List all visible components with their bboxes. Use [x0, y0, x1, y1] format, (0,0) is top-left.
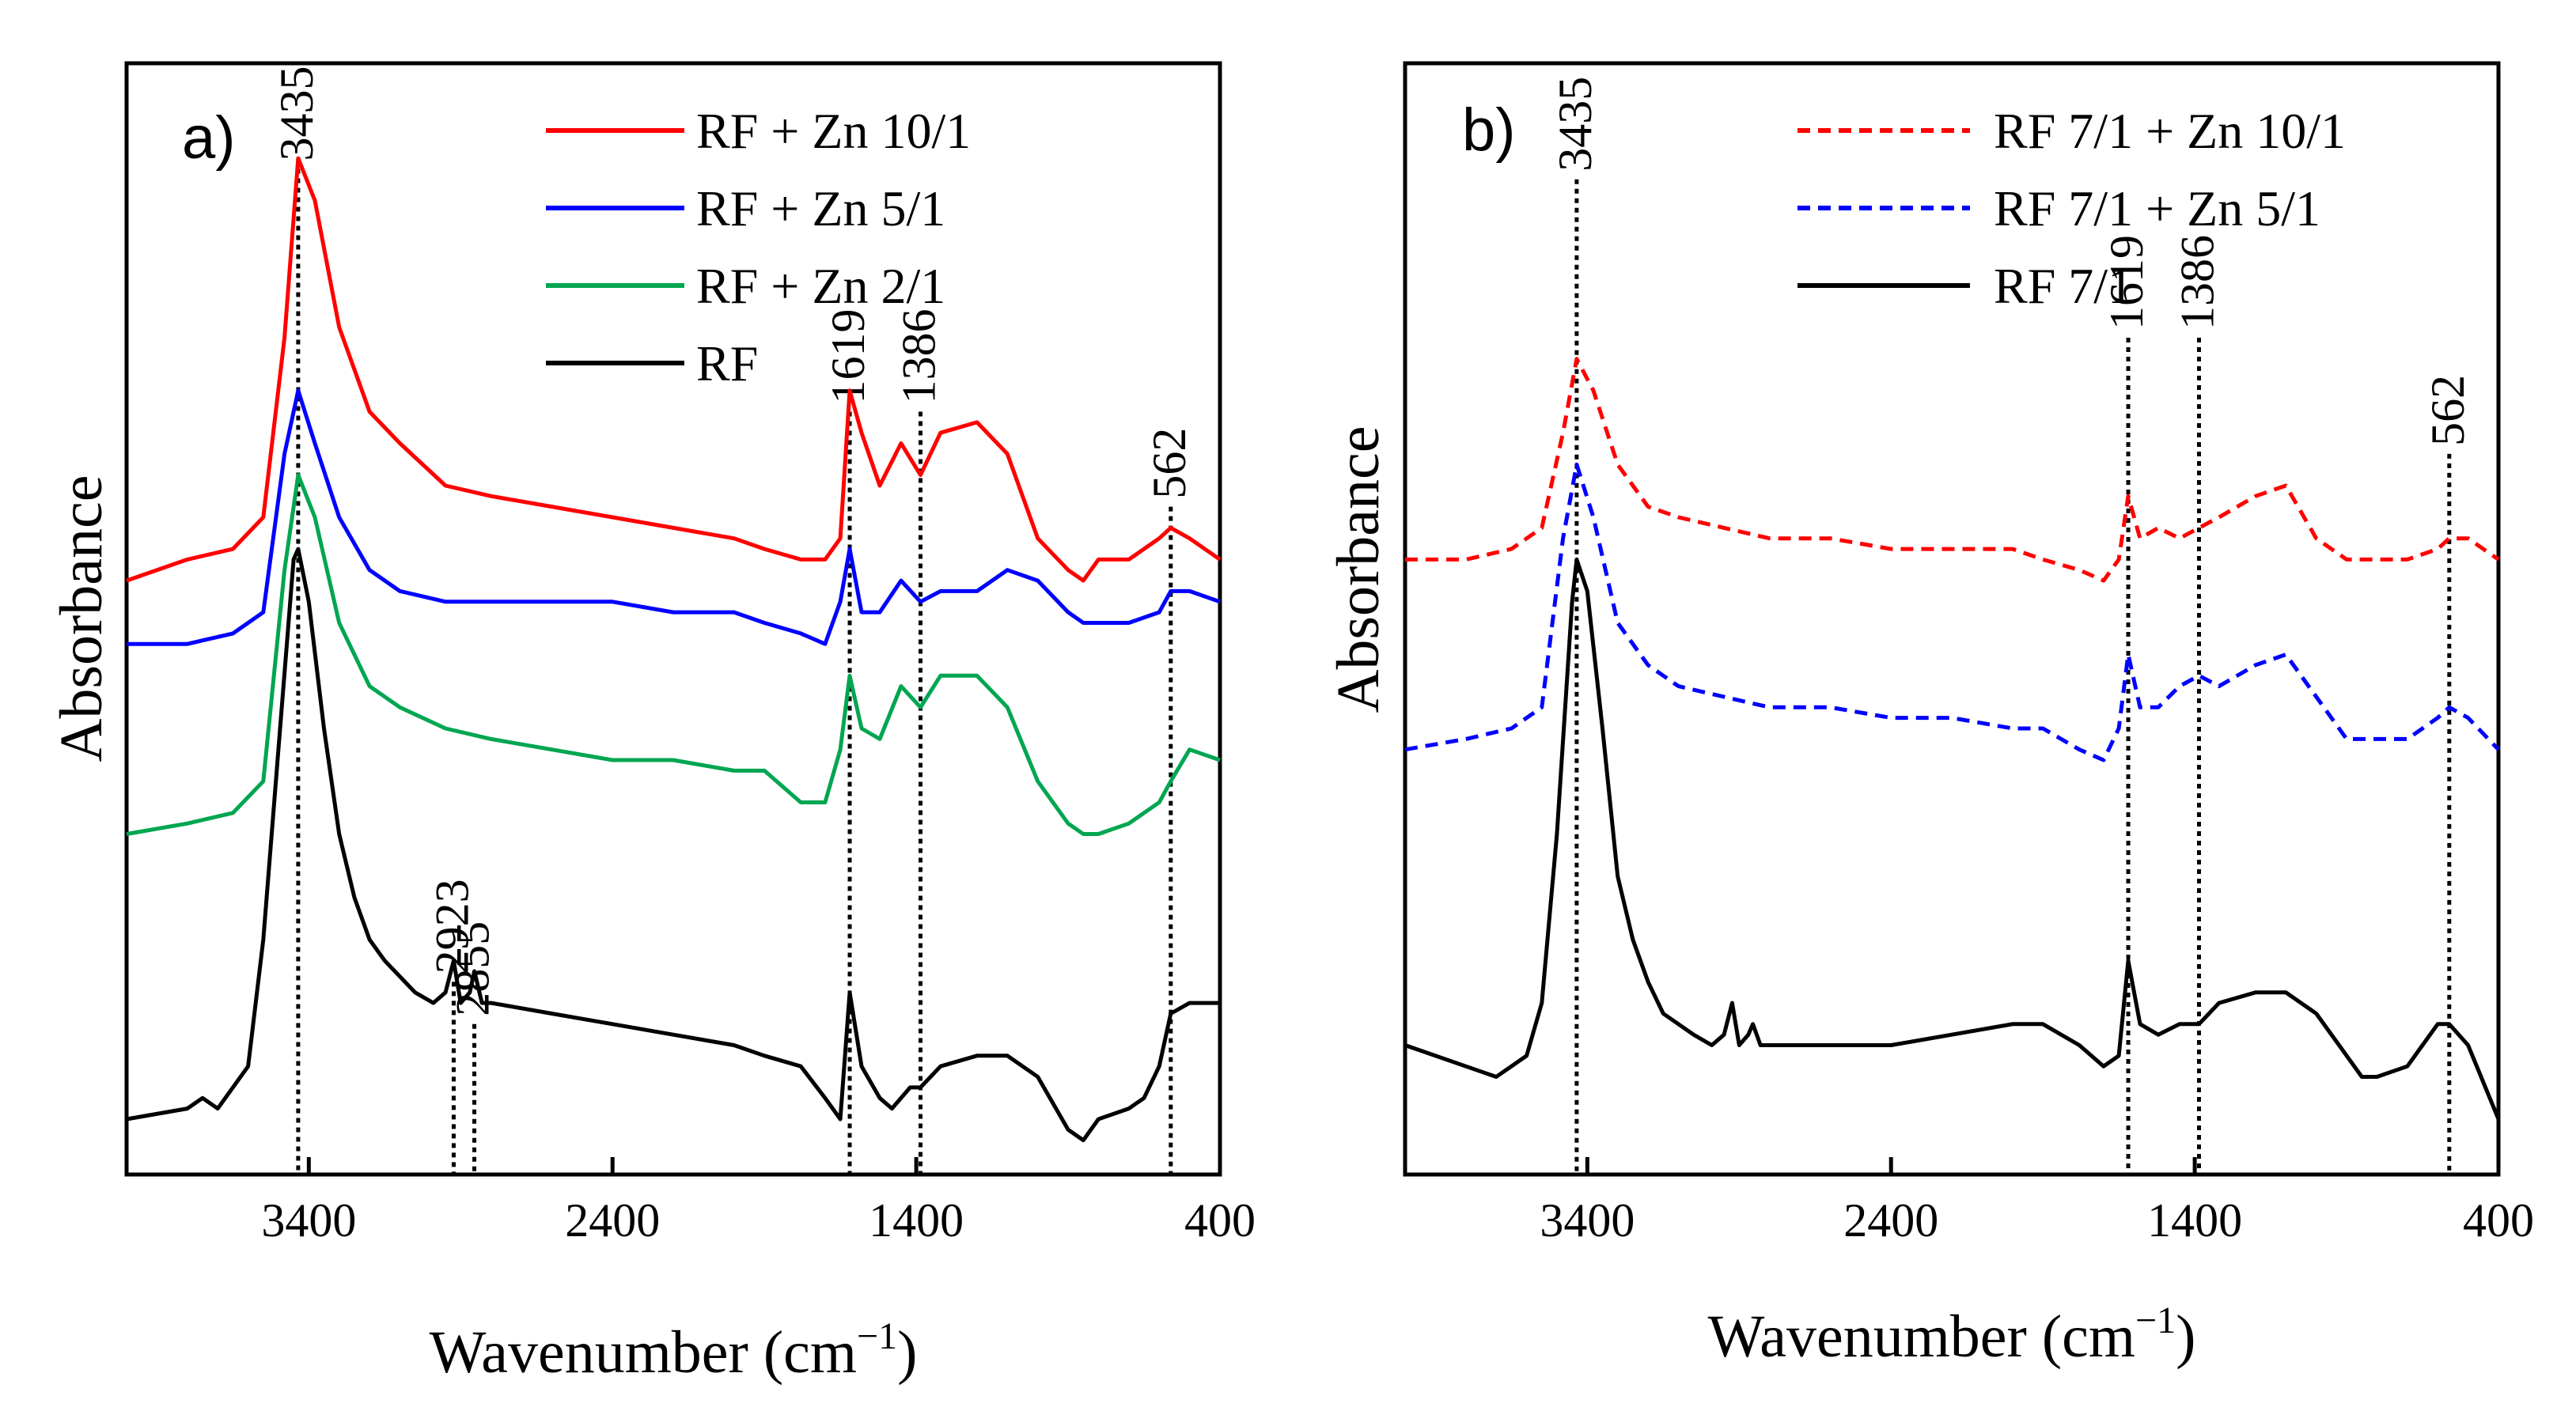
x-ticks: 3400 2400 1400 400	[261, 1157, 1256, 1246]
peak-label-1619: 1619	[2101, 235, 2153, 330]
legend: RF + Zn 10/1 RF + Zn 5/1 RF + Zn 2/1 RF	[546, 103, 971, 392]
series-line-2	[1404, 557, 2501, 1120]
series-line-0	[1405, 357, 2500, 583]
x-tick-label: 3400	[261, 1194, 356, 1246]
x-tick-label: 2400	[1843, 1194, 1938, 1246]
peak-label-2923: 2923	[426, 879, 478, 974]
series-lines	[1404, 357, 2501, 1120]
x-tick-label: 2400	[565, 1194, 660, 1246]
plot-frame	[124, 61, 1222, 1177]
series-line-2	[126, 473, 1221, 836]
x-tick-label: 1400	[869, 1194, 964, 1246]
peak-label-562: 562	[2422, 375, 2474, 446]
x-tick-label: 400	[1184, 1194, 1256, 1246]
legend: RF 7/1 + Zn 10/1 RF 7/1 + Zn 5/1 RF 7/1	[1798, 103, 2346, 314]
panel-b: b) 3435 1619 1386 562 3400 2400 1400 400 Waven…	[1325, 61, 2534, 1370]
peak-markers: 3435 1619 1386 562	[1549, 77, 2474, 1173]
series-line-0	[126, 156, 1222, 583]
plot-frame	[1403, 61, 2501, 1177]
peak-label-3435: 3435	[1549, 77, 1601, 172]
y-axis-label: Absorbance	[48, 475, 115, 762]
legend-label: RF 7/1 + Zn 5/1	[1994, 180, 2320, 236]
x-tick-label: 1400	[2147, 1194, 2242, 1246]
x-tick-label: 3400	[1540, 1194, 1635, 1246]
x-ticks: 3400 2400 1400 400	[1540, 1157, 2534, 1246]
series-lines	[126, 156, 1222, 1143]
panel-label: b)	[1462, 96, 1516, 164]
legend-label: RF + Zn 2/1	[696, 258, 945, 314]
series-line-1	[127, 388, 1221, 646]
peak-label-1386: 1386	[2171, 235, 2223, 330]
y-axis-label: Absorbance	[1325, 426, 1392, 713]
legend-label: RF 7/1	[1994, 258, 2133, 314]
peak-label-1619: 1619	[822, 309, 874, 404]
peak-label-1386: 1386	[892, 309, 945, 404]
panel-label: a)	[182, 104, 236, 172]
legend-label: RF	[696, 335, 758, 392]
legend-label: RF + Zn 5/1	[696, 180, 945, 236]
x-tick-label: 400	[2463, 1194, 2534, 1246]
x-axis-label: Wavenumber (cm−1)	[430, 1315, 918, 1386]
series-line-3	[126, 547, 1220, 1143]
x-axis-label: Wavenumber (cm−1)	[1708, 1299, 2196, 1370]
legend-label: RF + Zn 10/1	[696, 103, 971, 159]
peak-label-562: 562	[1143, 428, 1195, 499]
legend-label: RF 7/1 + Zn 10/1	[1994, 103, 2346, 159]
peak-label-3435: 3435	[271, 66, 323, 161]
series-line-1	[1404, 462, 2500, 762]
